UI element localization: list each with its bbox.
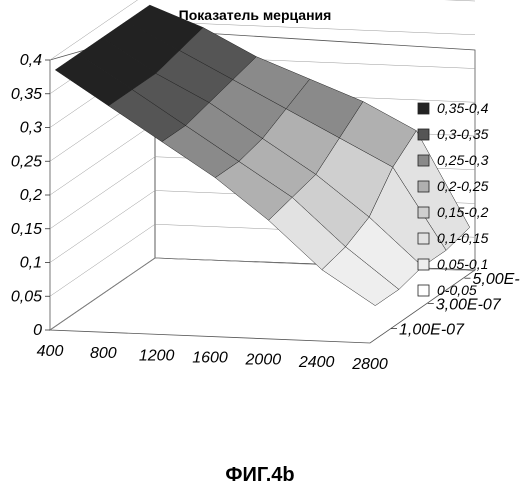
legend-swatch — [418, 285, 429, 296]
legend-label: 0,35-0,4 — [437, 100, 489, 116]
z-tick-label: 0,35 — [11, 86, 42, 103]
legend-swatch — [418, 155, 429, 166]
legend-swatch — [418, 259, 429, 270]
y-tick-label: 5,00E-07 — [473, 271, 520, 288]
figure-caption: ФИГ.4b — [225, 464, 294, 486]
legend-label: 0,3-0,35 — [437, 126, 489, 142]
chart-title: Показатель мерцания — [179, 7, 332, 23]
legend-swatch — [418, 233, 429, 244]
legend-label: 0,2-0,25 — [437, 178, 489, 194]
x-tick-label: 400 — [37, 343, 64, 360]
legend-label: 0-0,05 — [437, 282, 477, 298]
z-tick-label: 0,1 — [20, 255, 42, 272]
y-tick-label: 3,00E-07 — [436, 296, 502, 313]
x-tick-label: 2400 — [298, 354, 335, 371]
x-tick-label: 2000 — [245, 352, 282, 369]
x-tick-label: 1200 — [139, 347, 175, 364]
x-tick-label: 800 — [90, 345, 117, 362]
z-axis-ticks: 0 0,05 0,1 0,15 0,2 0,25 0,3 0,35 0,4 — [11, 52, 50, 339]
x-tick-label: 2800 — [351, 356, 388, 373]
x-axis-ticks: 400 800 1200 1600 2000 2400 2800 — [37, 343, 388, 373]
surface-mesh — [55, 5, 470, 306]
x-tick-label: 1600 — [192, 350, 228, 367]
z-tick-label: 0,2 — [20, 187, 42, 204]
legend-swatch — [418, 103, 429, 114]
legend-label: 0,15-0,2 — [437, 204, 489, 220]
legend-swatch — [418, 207, 429, 218]
z-tick-label: 0,3 — [20, 120, 42, 137]
legend-swatch — [418, 181, 429, 192]
z-tick-label: 0,05 — [11, 288, 42, 305]
y-tick-label: 1,00E-07 — [399, 322, 465, 339]
legend-swatch — [418, 129, 429, 140]
legend-label: 0,25-0,3 — [437, 152, 489, 168]
z-tick-label: 0,25 — [11, 153, 42, 170]
z-tick-label: 0,4 — [20, 52, 42, 69]
legend-label: 0,05-0,1 — [437, 256, 488, 272]
z-tick-label: 0 — [33, 322, 42, 339]
legend-label: 0,1-0,15 — [437, 230, 489, 246]
z-tick-label: 0,15 — [11, 221, 42, 238]
